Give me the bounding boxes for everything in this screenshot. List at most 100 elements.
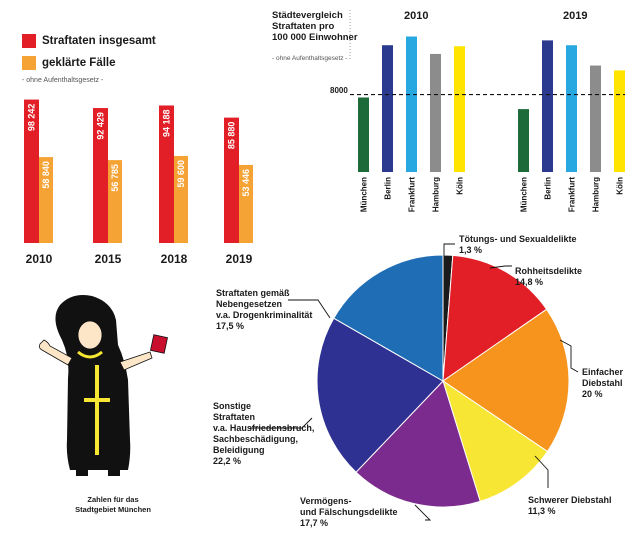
city-bar	[358, 97, 369, 172]
pie-value-label: 17,7 %	[300, 518, 329, 528]
pie-value-label: 20 %	[582, 389, 603, 399]
legend-item-solved: geklärte Fälle	[22, 52, 156, 74]
city-tick-label: Köln	[616, 177, 625, 195]
pie-label-line: Tötungs- und Sexualdelikte	[459, 234, 577, 244]
bar-solved	[39, 157, 53, 243]
city-tick-label: Frankfurt	[408, 177, 417, 212]
pie-label-line: Diebstahl	[582, 378, 623, 388]
pie-label-line: Schwerer Diebstahl	[528, 495, 612, 505]
city-compare-title-line: Städtevergleich	[272, 10, 343, 21]
legend-swatch-orange	[22, 56, 36, 70]
bar-solved-label: 59 600	[176, 160, 186, 188]
pie-label-nebengesetze: Straftaten gemäß Nebengesetzen v.a. Drog…	[216, 288, 312, 332]
pie-slice	[442, 379, 549, 503]
pie-label-line: Rohheitsdelikte	[515, 266, 583, 276]
city-tick-label: Köln	[456, 177, 465, 195]
pie-label-line: und Fälschungsdelikte	[300, 507, 398, 517]
crime-pie-chart	[250, 243, 579, 521]
bar-solved	[108, 160, 122, 243]
pie-label-sonstige: Sonstige Straftaten v.a. Hausfriedensbru…	[213, 401, 314, 467]
year-tick-label: 2019	[226, 252, 253, 266]
city-bar	[518, 109, 529, 172]
pie-leader-line	[443, 243, 455, 257]
bar-total	[224, 117, 239, 243]
caption-line: Stadtgebiet München	[75, 505, 151, 514]
bar-total-label: 92 429	[96, 112, 106, 140]
bar-total	[24, 99, 39, 243]
pie-slice	[442, 308, 570, 453]
bar-solved	[239, 164, 253, 243]
pie-value-label: 14,8 %	[515, 277, 544, 287]
muenchner-kindl-icon	[38, 295, 168, 476]
bar-total	[93, 108, 108, 244]
pie-label-line: v.a. Drogenkriminalität	[216, 310, 313, 320]
city-bar	[454, 46, 465, 172]
legend-note: - ohne Aufenthaltsgesetz -	[22, 77, 104, 84]
pie-value-label: 11,3 %	[528, 506, 556, 516]
bar-solved-label: 58 840	[41, 161, 51, 189]
pie-label-line: Straftaten gemäß	[216, 288, 290, 298]
group-year-2019: 2019	[563, 10, 588, 22]
city-compare-title: Städtevergleich Straftaten pro 100 000 E…	[272, 10, 358, 43]
pie-label-line: Sachbeschädigung,	[213, 434, 299, 444]
pie-label-line: Sonstige	[213, 401, 252, 411]
pie-leader-line	[534, 455, 549, 488]
pie-label-einfacher-diebstahl: Einfacher Diebstahl 20 %	[582, 367, 623, 400]
pie-value-label: 1,3 %	[459, 245, 483, 255]
pie-label-line: Vermögens-	[300, 496, 352, 506]
pie-label-toetung: Tötungs- und Sexualdelikte 1,3 %	[459, 234, 577, 256]
pie-label-line: Nebengesetzen	[216, 299, 283, 309]
city-compare-title-line: 100 000 Einwohner	[272, 32, 358, 43]
city-tick-label: Berlin	[544, 177, 553, 200]
city-bar	[614, 70, 625, 172]
city-tick-label: München	[520, 177, 529, 212]
pie-label-schwerer-diebstahl: Schwerer Diebstahl 11,3 %	[528, 495, 612, 517]
pie-label-line: v.a. Hausfriedensbruch,	[213, 423, 315, 433]
city-tick-label: München	[360, 177, 369, 212]
city-tick-label: Hamburg	[432, 177, 441, 212]
group-year-2010: 2010	[404, 10, 429, 22]
city-bar	[382, 45, 393, 172]
city-compare-note: - ohne Aufenthaltsgesetz -	[272, 55, 348, 62]
bar-solved	[174, 155, 188, 243]
legend-solved-label: geklärte Fälle	[42, 57, 116, 69]
reference-line-label: 8000	[330, 86, 348, 95]
pie-label-line: Beleidigung	[213, 445, 265, 455]
city-tick-label: Frankfurt	[568, 177, 577, 212]
legend-swatch-red	[22, 34, 36, 48]
pie-leader-line	[489, 265, 512, 269]
pie-label-line: Einfacher	[582, 367, 624, 377]
pie-slice	[442, 254, 548, 383]
pie-leader-line	[250, 417, 313, 429]
pie-slice	[355, 380, 481, 508]
yearly-bar-chart: 98 242 58 840 2010 92 429 56 785 2015 94 188 59…	[24, 99, 253, 266]
city-bar	[590, 65, 601, 172]
bar-total-label: 98 242	[27, 104, 37, 132]
bar-total	[159, 105, 174, 243]
caption: Zahlen für das Stadtgebiet München	[58, 495, 168, 515]
pie-label-rohheit: Rohheitsdelikte 14,8 %	[515, 266, 582, 288]
city-compare-title-line: Straftaten pro	[272, 21, 335, 32]
pie-label-vermoegen: Vermögens- und Fälschungsdelikte 17,7 %	[300, 496, 398, 529]
city-bar	[566, 45, 577, 172]
legend-item-total: Straftaten insgesamt	[22, 30, 156, 52]
pie-value-label: 22,2 %	[213, 456, 242, 466]
pie-leader-line	[414, 504, 432, 521]
bar-total-label: 94 188	[162, 109, 172, 137]
pie-value-label: 17,5 %	[216, 321, 245, 331]
year-tick-label: 2010	[26, 252, 53, 266]
caption-line: Zahlen für das	[87, 495, 139, 504]
pie-label-line: Straftaten	[213, 412, 256, 422]
pie-slice	[333, 254, 444, 382]
bar-solved-label: 53 446	[241, 169, 251, 197]
bar-legend: Straftaten insgesamt geklärte Fälle - oh…	[22, 30, 156, 84]
pie-leader-line	[288, 299, 331, 319]
bar-solved-label: 56 785	[110, 164, 120, 192]
city-bar	[406, 36, 417, 172]
year-tick-label: 2018	[161, 252, 188, 266]
bar-total-label: 85 880	[227, 122, 237, 150]
legend-total-label: Straftaten insgesamt	[42, 35, 156, 47]
pie-slice	[316, 317, 444, 473]
city-bar	[430, 53, 441, 172]
